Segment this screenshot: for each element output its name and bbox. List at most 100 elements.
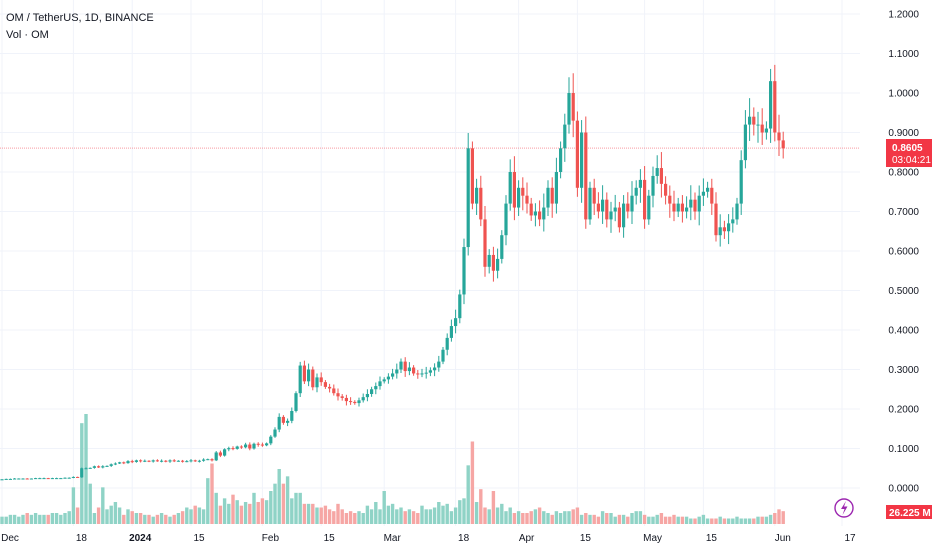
candle-body [601,199,605,212]
volume-bar [374,502,378,524]
candle-body [546,187,550,208]
time-tick-label: Feb [262,533,280,544]
candle-body [584,132,588,220]
volume-bar [201,509,206,524]
volume-bar [680,516,685,524]
candle-body [126,461,130,464]
symbol-title[interactable]: OM / TetherUS, 1D, BINANCE [6,12,154,24]
candle-body [769,81,773,129]
volume-bar [735,516,739,524]
time-tick-label: 15 [193,533,205,544]
volume-bar [260,498,265,524]
candle-body [538,211,542,220]
volume-legend[interactable]: Vol · OM [6,29,49,41]
candle-body [315,377,319,388]
volume-bar [172,514,176,524]
candle-body [718,227,722,236]
volume-bar [642,514,647,524]
candle-body [433,367,437,371]
price-tick-label: 0.3000 [888,365,919,376]
candle-body [504,203,508,236]
volume-bar [159,513,164,524]
candle-body [580,132,584,188]
volume-bar [768,514,773,524]
volume-bar [344,513,349,524]
candle-body [298,365,302,394]
candle-body [168,460,172,462]
candle-body [244,444,248,448]
volume-bar [529,511,533,524]
volume-bar [596,516,601,524]
candle-body [756,124,760,126]
candle-body [92,466,96,468]
time-tick-label: 15 [580,533,592,544]
candle-body [336,393,340,397]
volume-bar [781,511,785,524]
candle-body [479,187,483,220]
volume-bar [42,514,46,524]
candle-body [693,199,697,212]
volume-bar [399,507,403,524]
time-tick-label: Mar [384,533,402,544]
volume-bar [390,503,395,524]
candle-body [370,389,374,394]
last-price-value: 0.8605 [892,143,923,154]
price-axis[interactable]: 0.0000 0.1000 0.2000 0.3000 0.4000 0.5000 0.60… [888,10,919,495]
candle-body [34,478,38,480]
candle-body [273,429,277,437]
volume-bar [231,494,235,524]
volume-bar [428,509,433,524]
volume-bar [54,513,59,524]
candle-body [286,420,290,423]
candlesticks [0,64,785,481]
volume-bar [273,483,277,524]
volume-bar [752,518,756,524]
volume-bar [689,518,693,524]
candle-body [4,478,8,480]
candle-body [134,460,138,462]
candle-body [701,191,705,196]
volume-bar [516,511,521,524]
volume-bar [117,507,122,524]
volume-bar [647,516,651,524]
candle-body [470,148,474,204]
candle-body [214,452,218,461]
candle-body [46,478,50,480]
volume-bar [575,507,580,524]
candle-body [596,203,600,212]
candle-body [647,195,651,220]
volume-bar [403,511,407,524]
volume-bar [382,491,386,524]
candle-body [529,203,533,216]
candle-body [176,460,180,462]
time-tick-label: 2024 [129,533,152,544]
volume-bar [218,505,223,524]
volume-bar [252,492,256,524]
time-axis[interactable]: Dec 18 2024 15 Feb 15 Mar 18 Apr 15 May 15 Jun 17 [1,533,856,544]
candle-body [403,361,407,372]
candle-body [155,460,159,462]
volume-bar [101,487,105,524]
candle-body [512,172,516,208]
volume-bar [756,516,760,524]
volume-bar [67,511,71,524]
candle-body [651,175,655,196]
volume-bars [0,414,785,524]
lightning-icon[interactable] [834,498,854,518]
candle-body [638,179,642,188]
volume-bar [46,514,50,524]
volume-bar [75,507,80,524]
candle-body [0,479,4,481]
volume-bar [285,476,290,524]
candle-body [727,223,731,232]
volume-bar [621,514,626,524]
volume-bar [92,513,97,524]
volume-bar [12,514,17,524]
volume-bar [256,502,260,524]
volume-bar [491,491,496,524]
price-tick-label: 0.1000 [888,444,919,455]
volume-bar [701,514,706,524]
volume-bar [714,518,718,524]
volume-bar [277,469,281,524]
